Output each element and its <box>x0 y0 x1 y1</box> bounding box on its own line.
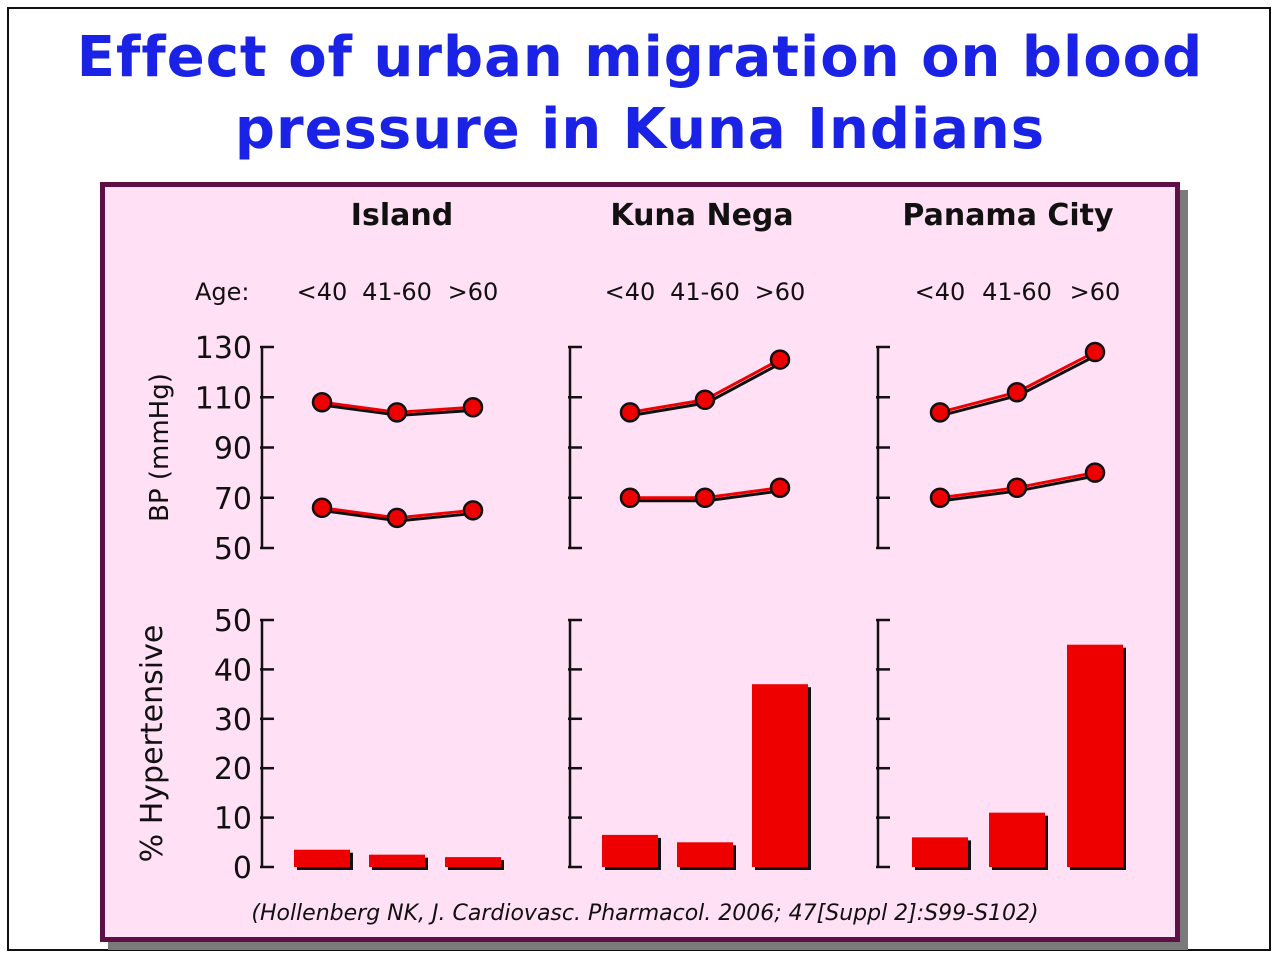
pct-tick-label: 40 <box>214 653 252 688</box>
age-category-label: <40 <box>915 278 966 306</box>
age-category-label: >60 <box>448 278 499 306</box>
bp-data-point <box>386 402 408 423</box>
bar-kuna-nega-41-60 <box>677 842 733 867</box>
title-line-1: Effect of urban migration on blood <box>76 25 1204 90</box>
pct-axis-title: % Hypertensive <box>135 625 170 863</box>
bp-tick-label: 90 <box>214 432 252 467</box>
age-category-label: >60 <box>1070 278 1121 306</box>
bp-data-point <box>462 500 484 521</box>
bar-panama-city-60 <box>1067 644 1123 867</box>
pct-tick-label: 50 <box>214 604 252 639</box>
bar-kuna-nega-60 <box>752 684 808 867</box>
slide-frame <box>7 7 1271 951</box>
bp-axis-title: BP (mmHg) <box>145 373 175 522</box>
bp-tick-label: 50 <box>214 532 252 567</box>
bar-panama-city-40 <box>912 837 968 867</box>
bp-data-point <box>386 507 408 529</box>
pct-tick-label: 10 <box>214 802 252 837</box>
age-category-label: >60 <box>755 278 806 306</box>
pct-tick-label: 0 <box>233 851 252 886</box>
bar-island-40 <box>294 849 350 867</box>
group-title-kuna-nega: Kuna Nega <box>610 198 793 233</box>
pct-tick-label: 20 <box>214 752 252 787</box>
bar-island-60 <box>445 857 501 867</box>
bp-data-point <box>929 487 951 508</box>
age-label: Age: <box>195 278 250 306</box>
bp-data-point <box>1084 462 1106 483</box>
bp-data-point <box>1006 381 1028 403</box>
bp-data-point <box>462 397 484 418</box>
age-category-label: 41-60 <box>362 278 432 306</box>
pct-tick-label: 30 <box>214 703 252 738</box>
bar-kuna-nega-40 <box>602 834 658 867</box>
bp-data-point <box>694 389 716 411</box>
bp-data-point <box>929 402 951 423</box>
bp-data-point <box>619 402 641 423</box>
slide-title: Effect of urban migration on blood press… <box>0 22 1280 166</box>
group-title-island: Island <box>351 198 453 233</box>
bp-data-point <box>769 349 791 370</box>
bp-data-point <box>769 477 791 498</box>
bp-tick-label: 70 <box>214 482 252 517</box>
bp-data-point <box>1084 341 1106 363</box>
bp-data-point <box>694 487 716 508</box>
age-category-label: <40 <box>605 278 656 306</box>
bp-tick-label: 110 <box>195 381 252 416</box>
group-title-panama-city: Panama City <box>902 198 1114 233</box>
bp-data-point <box>311 392 333 413</box>
bar-island-41-60 <box>369 854 425 867</box>
title-line-2: pressure in Kuna Indians <box>234 97 1046 162</box>
bp-data-point <box>311 497 333 519</box>
bp-data-point <box>619 487 641 508</box>
bp-tick-label: 130 <box>195 331 252 366</box>
age-category-label: 41-60 <box>982 278 1052 306</box>
age-category-label: 41-60 <box>670 278 740 306</box>
bp-data-point <box>1006 477 1028 498</box>
age-category-label: <40 <box>297 278 348 306</box>
citation: (Hollenberg NK, J. Cardiovasc. Pharmacol… <box>251 901 1038 926</box>
bar-panama-city-41-60 <box>989 812 1045 867</box>
